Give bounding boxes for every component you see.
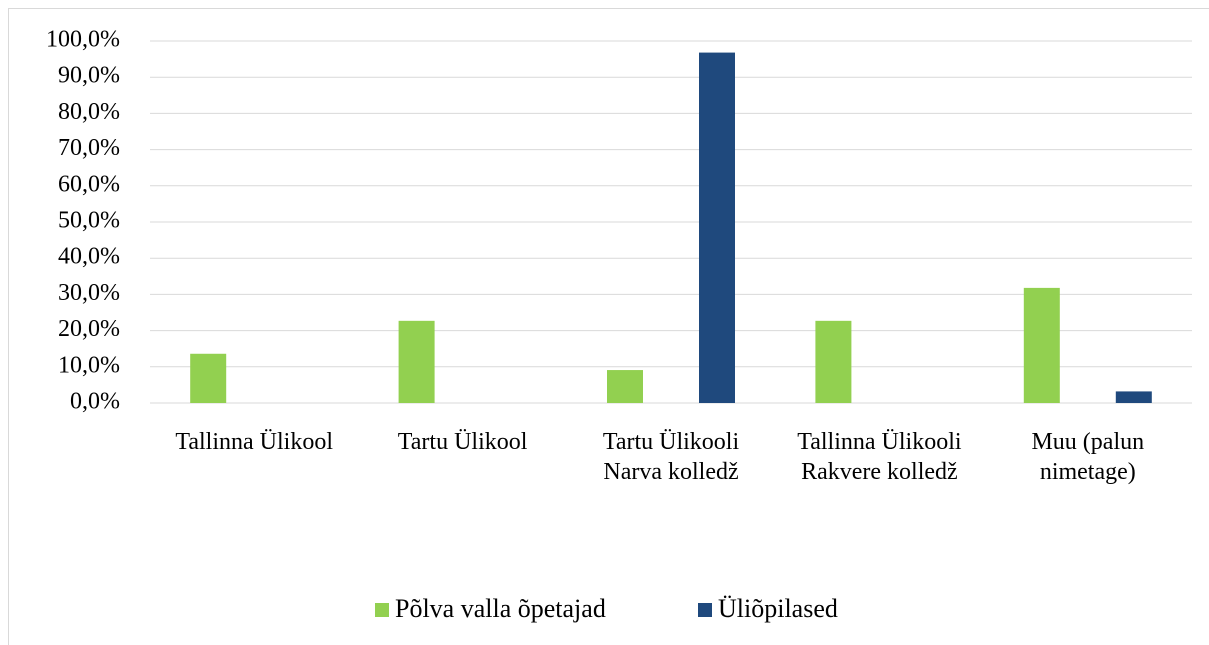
x-tick-label: Muu (palun nimetage) [1031,429,1145,485]
y-tick-label: 20,0% [58,316,120,342]
x-tick-label: Tallinna Ülikooli Rakvere kolledž [797,429,962,485]
bar [815,320,852,403]
y-tick-label: 100,0% [46,27,120,53]
bar [398,320,435,403]
y-tick-label: 40,0% [58,244,120,270]
legend-swatch [375,603,389,617]
legend-label: Põlva valla õpetajad [395,594,606,623]
y-tick-label: 0,0% [70,389,120,415]
y-tick-label: 60,0% [58,171,120,197]
y-tick-label: 50,0% [58,208,120,234]
bar [699,52,735,404]
chart-frame [8,8,1209,645]
legend-label: Üliõpilased [718,594,838,623]
x-tick-label: Tallinna Ülikool [175,429,333,455]
y-tick-label: 10,0% [58,352,120,378]
bar [190,353,227,403]
y-tick-label: 90,0% [58,63,120,89]
bar [1115,391,1152,403]
y-tick-label: 80,0% [58,99,120,125]
y-tick-label: 30,0% [58,280,120,306]
legend-swatch [698,603,712,617]
bar [607,370,643,403]
y-tick-label: 70,0% [58,135,120,161]
x-tick-label: Tartu Ülikool [397,429,528,455]
bar [1023,287,1060,403]
x-tick-label: Tartu Ülikooli Narva kolledž [602,429,740,485]
